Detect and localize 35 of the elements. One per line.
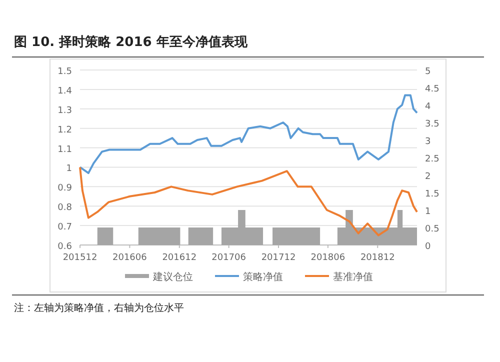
y2-tick-label: 0 (425, 242, 431, 252)
y-tick-label: 1 (66, 164, 72, 174)
legend-label: 策略净值 (243, 271, 283, 283)
y2-tick-label: 5 (425, 67, 431, 77)
y2-tick-label: 3 (425, 137, 431, 147)
y-tick-label: 0.8 (58, 203, 72, 214)
y2-tick-label: 3.5 (425, 120, 440, 130)
x-tick-label: 201512 (62, 253, 98, 263)
x-tick-label: 201706 (212, 253, 246, 263)
x-tick-label: 201712 (261, 253, 296, 263)
line-series (79, 166, 418, 236)
y2-tick-label: 1.5 (425, 190, 440, 200)
x-tick-label: 201606 (112, 253, 148, 263)
y-tick-label: 1.2 (58, 125, 72, 136)
y2-tick-label: 2 (425, 172, 431, 182)
legend-label: 基准净值 (333, 271, 373, 283)
y2-tick-label: 0.5 (425, 224, 440, 234)
y2-tick-label: 4.5 (425, 84, 440, 94)
y-tick-label: 0.7 (58, 222, 72, 233)
y-tick-label: 0.9 (58, 184, 72, 194)
y2-tick-label: 4 (425, 102, 431, 112)
legend-label: 建议仓位 (152, 271, 193, 283)
y2-tick-label: 1 (425, 207, 431, 217)
x-tick-label: 201806 (310, 253, 346, 263)
y-tick-label: 1.1 (58, 144, 72, 155)
x-tick-label: 201612 (162, 253, 197, 263)
line-series (79, 94, 418, 174)
y-tick-label: 1.3 (58, 106, 72, 116)
text: 注：左轴为策略净值，右轴为仓位水平 (14, 302, 184, 314)
y-tick-label: 0.6 (58, 242, 72, 252)
y2-tick-label: 2.5 (425, 154, 440, 164)
y-tick-label: 1.4 (58, 86, 72, 96)
chart-title: 图 10. 择时策略 2016 年至今净值表现 (14, 35, 248, 50)
x-tick-label: 201812 (360, 253, 395, 263)
y-tick-label: 1.5 (58, 67, 72, 77)
